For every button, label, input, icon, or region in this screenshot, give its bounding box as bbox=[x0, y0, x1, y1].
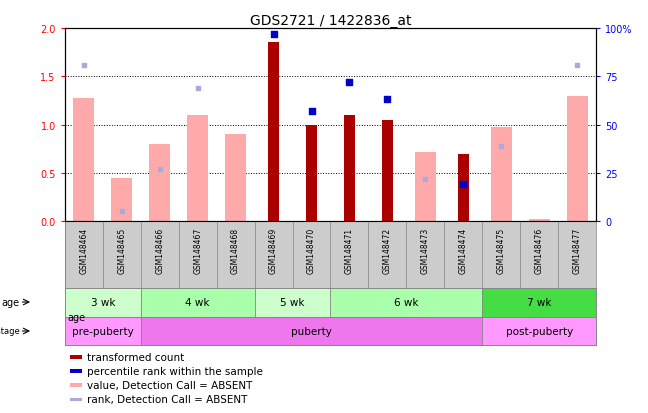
Bar bbox=[491, 128, 512, 222]
Bar bbox=[65, 288, 141, 317]
Bar bbox=[70, 369, 82, 373]
Bar bbox=[306, 125, 318, 222]
Text: rank, Detection Call = ABSENT: rank, Detection Call = ABSENT bbox=[87, 394, 248, 404]
Text: GSM148475: GSM148475 bbox=[497, 227, 506, 273]
Text: post-puberty: post-puberty bbox=[505, 326, 573, 336]
Text: GSM148477: GSM148477 bbox=[573, 227, 582, 273]
Point bbox=[420, 176, 430, 183]
Bar bbox=[482, 288, 596, 317]
Text: GSM148464: GSM148464 bbox=[79, 227, 88, 273]
Bar bbox=[382, 121, 393, 222]
Bar bbox=[149, 145, 170, 222]
Bar bbox=[65, 317, 141, 346]
Text: GSM148468: GSM148468 bbox=[231, 227, 240, 273]
Bar bbox=[567, 96, 588, 222]
Bar bbox=[457, 154, 469, 222]
Bar bbox=[255, 288, 330, 317]
Bar bbox=[268, 43, 279, 222]
Text: transformed count: transformed count bbox=[87, 352, 185, 362]
Bar bbox=[70, 383, 82, 387]
Text: pre-puberty: pre-puberty bbox=[72, 326, 133, 336]
Point bbox=[458, 182, 469, 188]
Text: development stage: development stage bbox=[0, 327, 19, 336]
Bar bbox=[415, 152, 436, 222]
Bar bbox=[70, 398, 82, 401]
Text: percentile rank within the sample: percentile rank within the sample bbox=[87, 366, 263, 376]
Point bbox=[192, 85, 203, 92]
Bar bbox=[225, 135, 246, 222]
Bar bbox=[70, 355, 82, 359]
Text: GSM148473: GSM148473 bbox=[421, 227, 430, 273]
Text: GSM148474: GSM148474 bbox=[459, 227, 468, 273]
Text: GSM148469: GSM148469 bbox=[269, 227, 278, 273]
Bar bbox=[187, 116, 208, 222]
Text: age: age bbox=[67, 312, 86, 322]
Point bbox=[268, 31, 279, 38]
Text: age: age bbox=[1, 297, 19, 307]
Text: 3 wk: 3 wk bbox=[91, 297, 115, 307]
Text: GSM148466: GSM148466 bbox=[155, 227, 164, 273]
Bar bbox=[73, 98, 94, 222]
Text: GSM148470: GSM148470 bbox=[307, 227, 316, 273]
Title: GDS2721 / 1422836_at: GDS2721 / 1422836_at bbox=[249, 14, 411, 28]
Point bbox=[307, 109, 317, 115]
Bar bbox=[343, 116, 355, 222]
Text: 7 wk: 7 wk bbox=[527, 297, 551, 307]
Bar bbox=[111, 178, 132, 222]
Text: 4 wk: 4 wk bbox=[185, 297, 210, 307]
Point bbox=[572, 62, 583, 69]
Text: puberty: puberty bbox=[291, 326, 332, 336]
Text: value, Detection Call = ABSENT: value, Detection Call = ABSENT bbox=[87, 380, 253, 390]
Text: 5 wk: 5 wk bbox=[281, 297, 305, 307]
Text: 6 wk: 6 wk bbox=[394, 297, 419, 307]
Text: GSM148465: GSM148465 bbox=[117, 227, 126, 273]
Bar bbox=[330, 288, 482, 317]
Text: GSM148472: GSM148472 bbox=[383, 227, 392, 273]
Bar bbox=[141, 288, 255, 317]
Bar bbox=[141, 317, 482, 346]
Bar bbox=[482, 317, 596, 346]
Text: GSM148467: GSM148467 bbox=[193, 227, 202, 273]
Point bbox=[154, 166, 165, 173]
Point bbox=[78, 62, 89, 69]
Point bbox=[344, 80, 354, 86]
Bar bbox=[529, 220, 550, 222]
Text: GSM148476: GSM148476 bbox=[535, 227, 544, 273]
Text: GSM148471: GSM148471 bbox=[345, 227, 354, 273]
Point bbox=[496, 143, 507, 150]
Point bbox=[117, 209, 127, 215]
Point bbox=[382, 97, 393, 104]
